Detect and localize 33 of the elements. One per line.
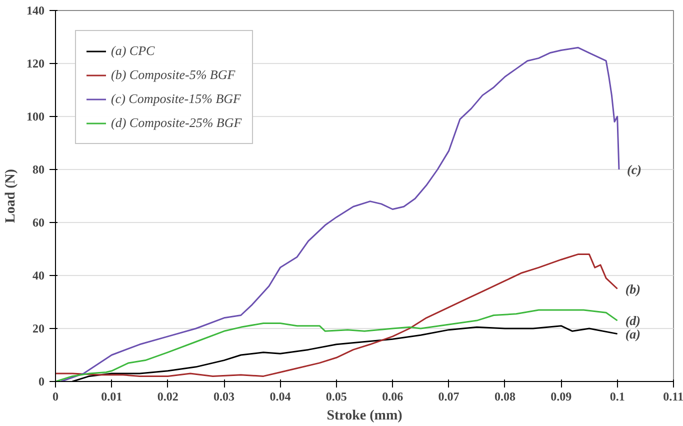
x-tick-label: 0.03 [214, 390, 235, 404]
annotation: (c) [627, 162, 642, 177]
x-axis-title: Stroke (mm) [326, 408, 403, 424]
y-tick-label: 120 [26, 56, 44, 70]
x-tick-label: 0.04 [270, 390, 291, 404]
annotation: (b) [625, 281, 640, 296]
y-tick-label: 140 [26, 4, 44, 18]
line-series [60, 46, 620, 382]
x-tick-label: 0.06 [382, 390, 404, 404]
x-tick-label: 0.02 [157, 390, 178, 404]
y-tick-label: 100 [26, 110, 44, 124]
legend-label: (d) Composite-25% BGF [111, 115, 242, 131]
x-tick-label: 0.05 [326, 390, 347, 404]
y-tick-label: 20 [32, 322, 44, 336]
x-tick-label: 0.01 [101, 390, 122, 404]
line-series [56, 309, 618, 382]
annotation: (a) [625, 326, 640, 342]
annotation: (d) [625, 313, 640, 328]
legend-label: (a) CPC [111, 43, 155, 59]
y-tick-label: 80 [32, 162, 44, 176]
x-tick-label: 0.08 [494, 390, 516, 404]
y-tick-label: 0 [38, 374, 44, 388]
x-tick-label: 0.11 [663, 390, 683, 404]
x-tick-label: 0.1 [610, 390, 625, 404]
y-tick-label: 60 [32, 216, 44, 230]
x-tick-label: 0 [52, 390, 58, 404]
y-axis-title: Load (N) [4, 168, 18, 224]
legend-label: (c) Composite-15% BGF [111, 91, 241, 107]
line-series [56, 254, 618, 377]
legend-label: (b) Composite-5% BGF [111, 67, 236, 83]
x-tick-label: 0.07 [438, 390, 460, 404]
x-tick-label: 0.09 [550, 390, 572, 404]
y-tick-label: 40 [32, 268, 44, 282]
